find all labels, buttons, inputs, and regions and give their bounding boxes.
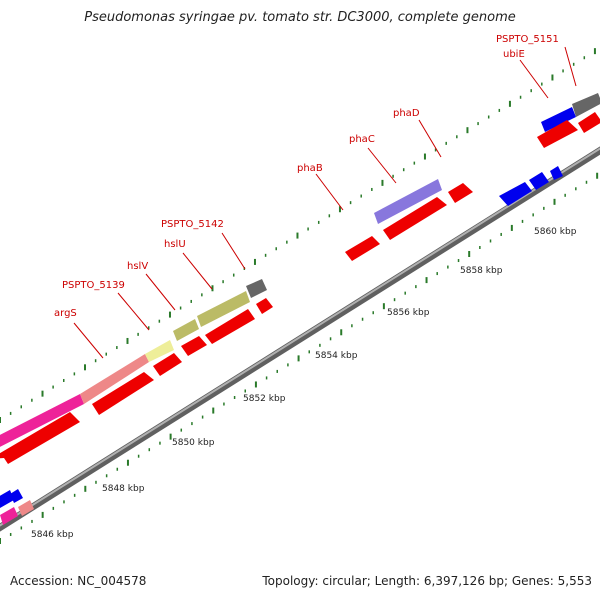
genome-backbone	[0, 146, 600, 532]
label-leaders	[73, 46, 577, 359]
gene-arrow-forward	[256, 298, 273, 314]
gene-arrow-reverse	[499, 182, 532, 206]
kbp-label: 5850 kbp	[172, 438, 215, 448]
gene-arrow-forward	[448, 183, 473, 203]
leader-pspto5139	[117, 292, 150, 331]
feature-left-blue-cog	[0, 490, 14, 508]
kbp-label: 5858 kbp	[460, 266, 503, 276]
feature-pspto5151-cog	[572, 93, 600, 117]
feature-pspto5142-cog	[197, 291, 250, 327]
kbp-label: 5846 kbp	[31, 530, 74, 540]
gene-label-phaB: phaB	[297, 163, 323, 174]
gene-arrow-forward	[205, 309, 255, 344]
gene-label-phaC: phaC	[349, 134, 375, 145]
feature-pspto5139-cog-2	[18, 500, 34, 516]
leader-phaC	[367, 147, 397, 184]
gene-arrow-reverse	[550, 166, 563, 180]
gene-label-hslV: hslV	[127, 261, 148, 272]
gene-arrow-forward	[153, 353, 182, 376]
gene-labels: argS PSPTO_5139 hslV hslU PSPTO_5142 pha…	[54, 34, 559, 319]
gene-arrow-forward	[0, 412, 80, 464]
forward-track	[0, 112, 600, 464]
cog-track	[0, 93, 600, 525]
gene-arrow-reverse	[529, 172, 549, 190]
leader-ubiE	[519, 59, 549, 99]
feature-pspto5139-cog	[80, 354, 149, 404]
gene-arrow-forward	[383, 197, 447, 240]
feature-argS-cog	[0, 394, 84, 447]
gene-arrow-forward	[578, 112, 600, 133]
gene-label-hslU: hslU	[164, 239, 186, 250]
leader-phaD	[418, 119, 442, 158]
leader-pspto5151	[564, 46, 577, 87]
gene-label-pspto5142: PSPTO_5142	[161, 219, 224, 230]
leader-hslU	[182, 252, 213, 290]
gene-arrow-forward	[181, 336, 207, 356]
gene-label-argS: argS	[54, 308, 77, 319]
feature-phaC-cog	[374, 179, 442, 224]
feature-hslU-cog	[173, 319, 199, 341]
kbp-labels: 5846 kbp 5848 kbp 5850 kbp 5852 kbp 5854…	[31, 227, 577, 540]
leader-pspto5142	[221, 232, 246, 270]
kbp-label: 5856 kbp	[387, 308, 430, 318]
gene-label-phaD: phaD	[393, 108, 420, 119]
feature-argS-cog-2	[0, 507, 18, 525]
tick-row-inner	[0, 172, 599, 544]
gene-arrow-forward	[92, 372, 154, 415]
gene-arrow-reverse	[10, 489, 23, 503]
gene-label-pspto5151: PSPTO_5151	[496, 34, 559, 45]
genome-backbone-highlight	[0, 147, 600, 527]
kbp-label: 5860 kbp	[534, 227, 577, 237]
map-title: Pseudomonas syringae pv. tomato str. DC3…	[84, 10, 516, 25]
gene-label-pspto5139: PSPTO_5139	[62, 280, 125, 291]
kbp-label: 5848 kbp	[102, 484, 145, 494]
gene-arrow-forward	[345, 236, 380, 261]
leader-phaB	[315, 173, 344, 211]
feature-hslV-cog	[145, 340, 174, 362]
tick-row-outer	[0, 48, 596, 423]
leader-hslV	[145, 273, 176, 311]
gene-arrow-forward	[537, 120, 578, 148]
feature-ubiE-cog	[541, 107, 576, 132]
kbp-label: 5852 kbp	[243, 394, 286, 404]
kbp-label: 5854 kbp	[315, 351, 358, 361]
leader-argS	[73, 322, 104, 359]
accession-text: Accession: NC_004578	[10, 574, 147, 588]
reverse-track	[10, 166, 563, 503]
topology-text: Topology: circular; Length: 6,397,126 bp…	[262, 574, 592, 588]
feature-pspto5142b-cog	[246, 279, 267, 298]
gene-label-ubiE: ubiE	[503, 49, 525, 60]
